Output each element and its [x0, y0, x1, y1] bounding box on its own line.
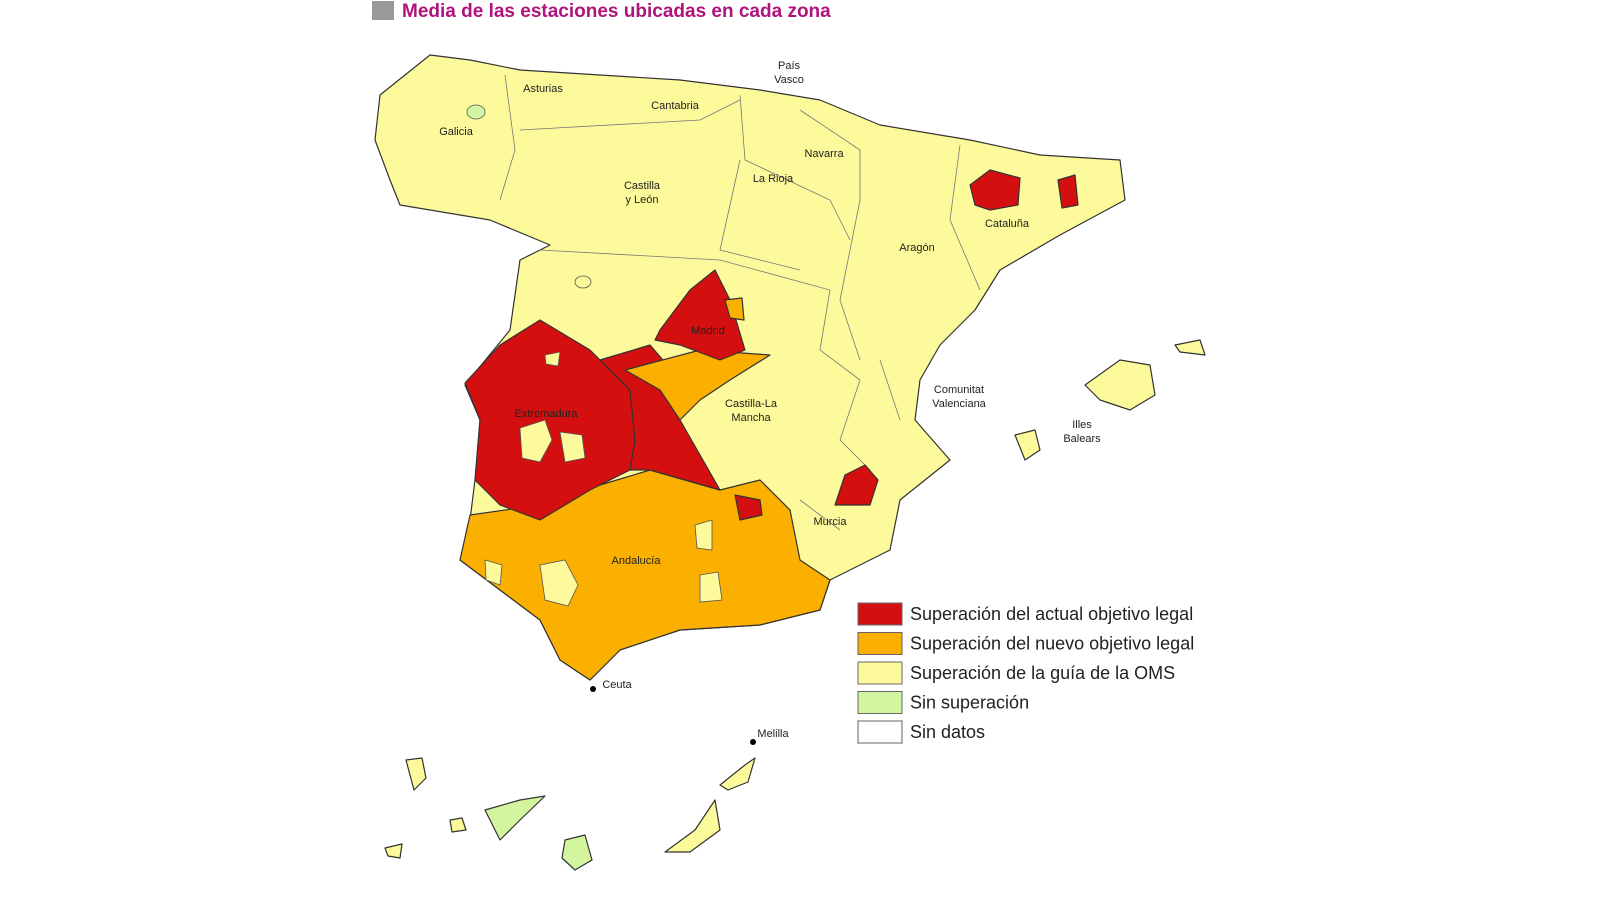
label-line: Murcia	[813, 516, 847, 528]
region-label: País Vasco	[774, 60, 804, 86]
legend-swatch	[857, 632, 903, 655]
region-label: Castilla-La Mancha	[725, 398, 778, 424]
label-line: Ceuta	[602, 679, 632, 691]
region-label: Asturias	[523, 83, 563, 95]
label-line: La Rioja	[753, 173, 794, 185]
region-label: Aragón	[899, 242, 934, 254]
title-marker	[372, 1, 394, 20]
label-line: Castilla-La	[725, 398, 778, 410]
region-label: Castilla y León	[624, 180, 661, 206]
region-label: Extremadura	[515, 408, 579, 420]
region-label: La Rioja	[753, 173, 794, 185]
islands	[384, 339, 1206, 871]
region-label: Illes Balears	[1063, 419, 1101, 445]
label-line: Valenciana	[932, 398, 986, 410]
region-label: Galicia	[439, 126, 474, 138]
legend-swatch	[857, 602, 903, 626]
legend-swatch	[857, 720, 903, 744]
legend: Superación del actual objetivo legal Supe…	[857, 602, 1194, 744]
legend-label: Superación de la guía de la OMS	[910, 663, 1175, 683]
label-line: Cataluña	[985, 218, 1030, 230]
label-line: Balears	[1063, 433, 1101, 445]
legend-label: Superación del actual objetivo legal	[910, 604, 1193, 624]
region-label: Andalucía	[612, 555, 662, 567]
region-label: Cataluña	[985, 218, 1030, 230]
label-line: y León	[625, 194, 658, 206]
legend-label: Sin datos	[910, 722, 985, 742]
title: Media de las estaciones ubicadas en cada…	[402, 1, 831, 22]
label-line: Navarra	[804, 148, 844, 160]
legend-swatch	[857, 691, 903, 714]
label-line: Mancha	[731, 412, 771, 424]
zones	[459, 169, 1079, 681]
label-line: Aragón	[899, 242, 934, 254]
region-labels: Galicia Asturias Cantabria País Vasco Navarra…	[439, 60, 1101, 740]
label-line: Extremadura	[515, 408, 579, 420]
legend-label: Superación del nuevo objetivo legal	[910, 633, 1194, 653]
legend-label: Sin superación	[910, 692, 1029, 712]
label-line: Melilla	[757, 728, 789, 740]
label-line: Asturias	[523, 83, 563, 95]
label-line: Cantabria	[651, 100, 700, 112]
legend-swatch	[857, 661, 903, 685]
label-line: País	[778, 60, 801, 72]
region-label: Ceuta	[602, 679, 632, 691]
region-label: Comunitat Valenciana	[932, 384, 986, 410]
label-line: Illes	[1072, 419, 1092, 431]
label-line: Comunitat	[934, 384, 984, 396]
label-line: Castilla	[624, 180, 661, 192]
label-line: Madrid	[691, 325, 725, 337]
region-label: Murcia	[813, 516, 847, 528]
region-label: Cantabria	[651, 100, 700, 112]
region-label: Navarra	[804, 148, 844, 160]
region-label: Madrid	[691, 325, 725, 337]
label-line: Andalucía	[612, 555, 662, 567]
label-line: Vasco	[774, 74, 804, 86]
label-line: Galicia	[439, 126, 474, 138]
region-label: Melilla	[757, 728, 789, 740]
